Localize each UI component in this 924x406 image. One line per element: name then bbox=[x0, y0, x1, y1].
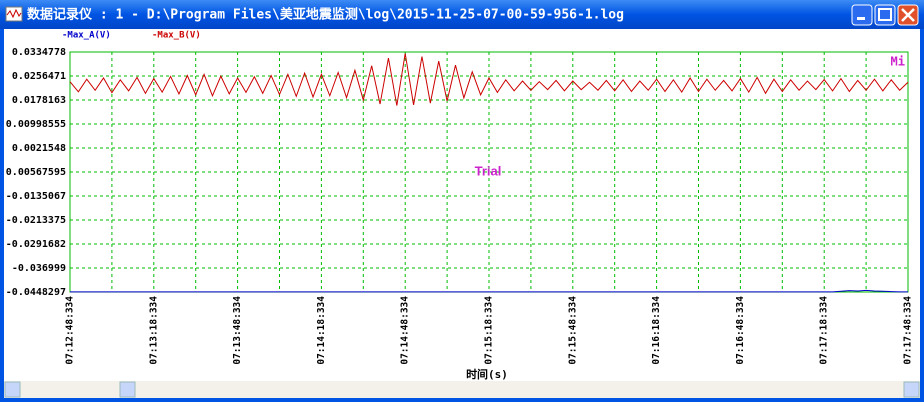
watermark: Trial bbox=[475, 163, 502, 178]
series-line bbox=[70, 289, 908, 293]
h-scrollbar[interactable] bbox=[4, 381, 920, 398]
series-line bbox=[69, 53, 909, 106]
x-tick-label: 07:14:48:334 bbox=[400, 296, 411, 365]
x-tick-label: 07:13:18:334 bbox=[148, 296, 159, 365]
close-glyph bbox=[901, 8, 915, 22]
x-tick-label: 07:17:18:334 bbox=[819, 296, 830, 365]
x-tick-label: 07:16:18:334 bbox=[651, 296, 662, 365]
scroll-thumb[interactable] bbox=[119, 381, 136, 398]
scroll-left[interactable] bbox=[4, 381, 21, 398]
x-tick-label: 07:17:48:334 bbox=[903, 296, 914, 365]
window-title: 数据记录仪 : 1 - D:\Program Files\美亚地震监测\log\… bbox=[27, 7, 624, 23]
legend-entry: -Max_B(V) bbox=[152, 31, 201, 41]
y-tick-label: 0.0256471 bbox=[12, 71, 66, 82]
y-tick-label: -0.0448297 bbox=[6, 287, 66, 298]
x-tick-label: 07:12:48:334 bbox=[65, 296, 76, 365]
title-bar bbox=[0, 0, 924, 29]
x-tick-label: 07:14:18:334 bbox=[316, 296, 327, 365]
chart: 0.0334778 0.0256471 0.0178163 0.00998555 0.0… bbox=[6, 31, 914, 382]
y-tick-label: -0.0135067 bbox=[6, 191, 66, 202]
y-tick-label: -0.036999 bbox=[12, 263, 66, 274]
y-tick-label: 0.00998555 bbox=[6, 119, 66, 130]
x-tick-label: 07:15:48:334 bbox=[567, 296, 578, 365]
y-tick-label: 0.00567595 bbox=[6, 167, 66, 178]
minimize-button[interactable] bbox=[851, 4, 873, 26]
minimize-glyph bbox=[857, 17, 865, 20]
x-axis-label: 时间(s) bbox=[466, 367, 508, 381]
x-tick-label: 07:13:48:334 bbox=[232, 296, 243, 365]
watermark: Mi bbox=[891, 55, 905, 69]
scroll-right[interactable] bbox=[903, 381, 920, 398]
x-tick-label: 07:15:18:334 bbox=[484, 296, 495, 365]
y-tick-label: -0.0291682 bbox=[6, 239, 66, 250]
y-tick-label: 0.0334778 bbox=[12, 47, 66, 58]
y-tick-label: 0.0021548 bbox=[12, 143, 66, 154]
x-tick-label: 07:16:48:334 bbox=[735, 296, 746, 365]
app-icon-glyph bbox=[6, 8, 22, 19]
y-tick-label: -0.0213375 bbox=[6, 215, 66, 226]
maximize-glyph bbox=[878, 8, 892, 21]
legend-entry: -Max_A(V) bbox=[62, 31, 111, 41]
y-tick-label: 0.0178163 bbox=[12, 95, 66, 106]
